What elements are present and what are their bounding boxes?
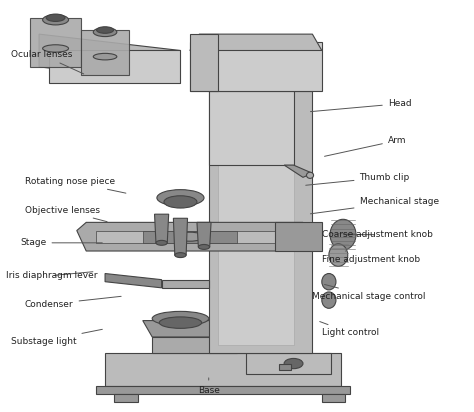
Polygon shape: [162, 280, 209, 288]
Ellipse shape: [43, 15, 69, 25]
Text: Light control: Light control: [319, 321, 379, 337]
Text: Fine adjustment knob: Fine adjustment knob: [322, 251, 420, 264]
Polygon shape: [96, 386, 350, 394]
Polygon shape: [322, 394, 346, 403]
Text: Condenser: Condenser: [25, 296, 121, 309]
Text: Mechanical stage: Mechanical stage: [310, 197, 438, 214]
Polygon shape: [284, 165, 312, 177]
Ellipse shape: [43, 45, 69, 52]
Text: Arm: Arm: [325, 136, 406, 156]
Polygon shape: [209, 91, 293, 165]
Text: Coarse adjustment knob: Coarse adjustment knob: [322, 230, 433, 239]
Polygon shape: [190, 42, 322, 91]
Polygon shape: [190, 34, 322, 51]
Text: Substage light: Substage light: [11, 329, 102, 346]
Ellipse shape: [46, 14, 65, 21]
Polygon shape: [105, 353, 341, 386]
Polygon shape: [190, 34, 218, 91]
Ellipse shape: [164, 196, 197, 208]
Polygon shape: [155, 214, 169, 243]
Ellipse shape: [97, 27, 114, 33]
Text: Thumb clip: Thumb clip: [306, 173, 410, 185]
Ellipse shape: [322, 274, 336, 290]
Polygon shape: [48, 51, 181, 83]
Ellipse shape: [284, 358, 303, 369]
Text: Ocular lenses: Ocular lenses: [11, 50, 84, 74]
Ellipse shape: [329, 244, 348, 267]
Ellipse shape: [156, 240, 167, 245]
Ellipse shape: [322, 292, 336, 308]
Polygon shape: [115, 394, 138, 403]
Text: Mechanical stage control: Mechanical stage control: [312, 284, 426, 300]
Text: Stage: Stage: [20, 238, 102, 247]
Ellipse shape: [159, 317, 201, 328]
Polygon shape: [246, 353, 331, 374]
Polygon shape: [77, 222, 303, 251]
Polygon shape: [30, 18, 82, 67]
Polygon shape: [197, 222, 211, 247]
Text: Objective lenses: Objective lenses: [25, 206, 107, 222]
Polygon shape: [105, 274, 162, 288]
Text: Base: Base: [198, 378, 219, 395]
Polygon shape: [143, 231, 237, 243]
Ellipse shape: [175, 253, 186, 258]
Ellipse shape: [198, 244, 210, 249]
Polygon shape: [218, 100, 293, 345]
Polygon shape: [96, 231, 293, 243]
Bar: [279, 363, 291, 370]
Polygon shape: [209, 91, 312, 353]
Polygon shape: [82, 30, 128, 75]
Polygon shape: [173, 218, 188, 255]
Polygon shape: [143, 321, 246, 337]
Ellipse shape: [330, 219, 356, 250]
Ellipse shape: [176, 232, 204, 241]
Text: Rotating nose piece: Rotating nose piece: [25, 177, 126, 193]
Polygon shape: [152, 337, 237, 353]
Polygon shape: [39, 34, 181, 83]
Ellipse shape: [307, 172, 314, 178]
Ellipse shape: [93, 54, 117, 60]
Ellipse shape: [152, 311, 209, 326]
Text: Head: Head: [310, 99, 411, 112]
Ellipse shape: [93, 28, 117, 37]
Text: Iris diaphragm lever: Iris diaphragm lever: [6, 271, 98, 280]
Polygon shape: [275, 222, 322, 251]
Ellipse shape: [157, 190, 204, 206]
